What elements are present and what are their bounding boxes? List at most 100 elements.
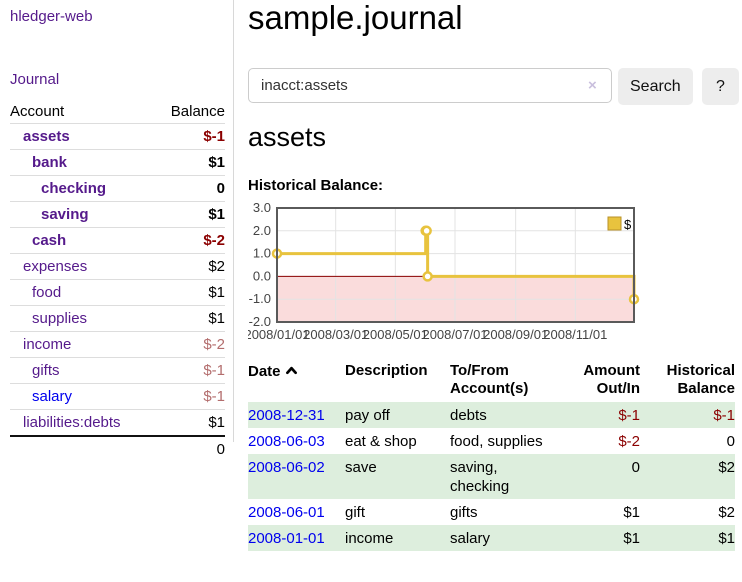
account-link[interactable]: liabilities:debts [23,414,121,431]
account-balance: $1 [208,206,225,223]
transaction-balance: 0 [726,433,735,450]
transaction-description: gift [345,504,366,521]
register-table-body: 2008-12-31 pay off debts $-1 $-1 2008-06-03 ea… [248,402,735,551]
help-button[interactable]: ? [702,68,739,105]
transaction-amount: 0 [631,459,640,476]
account-link[interactable]: cash [32,232,67,249]
account-balance: $1 [208,154,225,171]
account-row: saving $1 [10,201,225,228]
accounts-header-balance: Balance [170,103,225,120]
account-row: cash $-2 [10,227,225,254]
transaction-description: save [345,459,377,476]
column-header-balance: Historical Balance [666,362,735,397]
transaction-description: eat & shop [345,433,417,450]
account-row: liabilities:debts $1 [10,409,225,437]
account-balance: 0 [216,180,225,197]
svg-text:1.0: 1.0 [253,246,271,261]
account-row: assets $-1 [10,123,225,150]
account-link[interactable]: checking [41,180,107,197]
transaction-balance: $2 [718,459,735,476]
account-balance: $1 [208,414,225,431]
accounts-total-balance: 0 [216,441,225,458]
svg-text:-2.0: -2.0 [249,314,271,329]
search-button[interactable]: Search [618,68,693,105]
account-row: gifts $-1 [10,357,225,384]
account-title: assets [248,122,327,152]
svg-text:2008/07/01: 2008/07/01 [422,327,487,342]
accounts-total-row: 0 [10,436,225,462]
transaction-description: pay off [345,407,390,424]
account-row: supplies $1 [10,305,225,332]
transaction-balance: $2 [718,504,735,521]
transaction-accounts: salary [450,530,491,547]
account-row: bank $1 [10,149,225,176]
register-row: 2008-06-03 eat & shop food, supplies $-2 0 [248,428,735,454]
account-link[interactable]: assets [23,128,70,145]
column-header-amount: Amount Out/In [583,362,640,397]
svg-text:2008/11/01: 2008/11/01 [543,327,607,342]
account-link[interactable]: expenses [23,258,88,275]
column-header-date[interactable]: Date [248,360,345,402]
transaction-description: income [345,530,394,547]
register-row: 2008-06-02 save saving, checking 0 $2 [248,454,735,499]
register-row: 2008-01-01 income salary $1 $1 [248,525,735,551]
accounts-header-row: Account Balance [10,100,225,124]
accounts-table: Account Balance assets $-1 bank $1 checking 0… [10,100,225,462]
svg-text:-1.0: -1.0 [249,291,271,306]
account-row: expenses $2 [10,253,225,280]
account-link[interactable]: income [23,336,72,353]
account-balance: $-1 [203,362,225,379]
sidebar: hledger-web Journal Account Balance asse… [0,0,234,458]
transaction-amount: $-1 [618,407,640,424]
register-header-row: Date Description To/From Account(s) Amou… [248,360,735,402]
transaction-accounts: food, supplies [450,433,543,450]
account-balance: $1 [208,284,225,301]
transaction-balance: $1 [718,530,735,547]
account-balance: $-2 [203,336,225,353]
svg-text:2008/05/01: 2008/05/01 [363,327,428,342]
account-link[interactable]: salary [32,388,73,405]
account-link[interactable]: gifts [32,362,60,379]
sidebar-item-journal[interactable]: Journal [10,71,60,88]
transaction-date-link[interactable]: 2008-06-03 [248,433,325,450]
transaction-date-link[interactable]: 2008-06-02 [248,459,325,476]
register-table: Date Description To/From Account(s) Amou… [248,360,735,551]
sort-ascending-icon [285,362,298,380]
transaction-date-link[interactable]: 2008-12-31 [248,407,325,424]
account-row: salary $-1 [10,383,225,410]
svg-text:$: $ [624,217,632,232]
account-balance: $-1 [203,128,225,145]
svg-text:2008/03/01: 2008/03/01 [303,327,368,342]
column-header-account: To/From Account(s) [450,362,529,397]
account-row: checking 0 [10,175,225,202]
svg-text:2008/09/01: 2008/09/01 [483,327,548,342]
accounts-table-body: assets $-1 bank $1 checking 0 saving $1 cash $-2 e… [10,123,225,463]
accounts-header-account: Account [10,103,65,120]
search-input[interactable] [248,68,612,103]
clear-search-icon[interactable]: × [588,77,597,94]
svg-text:3.0: 3.0 [253,202,271,215]
account-row: food $1 [10,279,225,306]
svg-text:2008/01/01: 2008/01/01 [248,327,310,342]
main-content: sample.journal × Search ? assets Histori… [244,0,742,582]
transaction-date-link[interactable]: 2008-01-01 [248,530,325,547]
account-balance: $1 [208,310,225,327]
transaction-accounts: saving, checking [450,459,510,495]
column-header-description: Description [345,362,428,379]
transaction-date-link[interactable]: 2008-06-01 [248,504,325,521]
account-link[interactable]: bank [32,154,68,171]
transaction-amount: $1 [623,504,640,521]
account-balance: $2 [208,258,225,275]
account-link[interactable]: supplies [32,310,88,327]
register-row: 2008-12-31 pay off debts $-1 $-1 [248,402,735,428]
account-link[interactable]: saving [41,206,89,223]
account-row: income $-2 [10,331,225,358]
svg-text:0.0: 0.0 [253,268,271,283]
account-balance: $-2 [203,232,225,249]
app-title-link[interactable]: hledger-web [10,8,93,25]
historical-balance-chart: $3.0 2.0 1.0 0.0 -1.0 -2.0 2008/01/01 2008/03/0… [244,200,742,352]
transaction-amount: $-2 [618,433,640,450]
account-link[interactable]: food [32,284,62,301]
transaction-balance: $-1 [713,407,735,424]
register-row: 2008-06-01 gift gifts $1 $2 [248,499,735,525]
